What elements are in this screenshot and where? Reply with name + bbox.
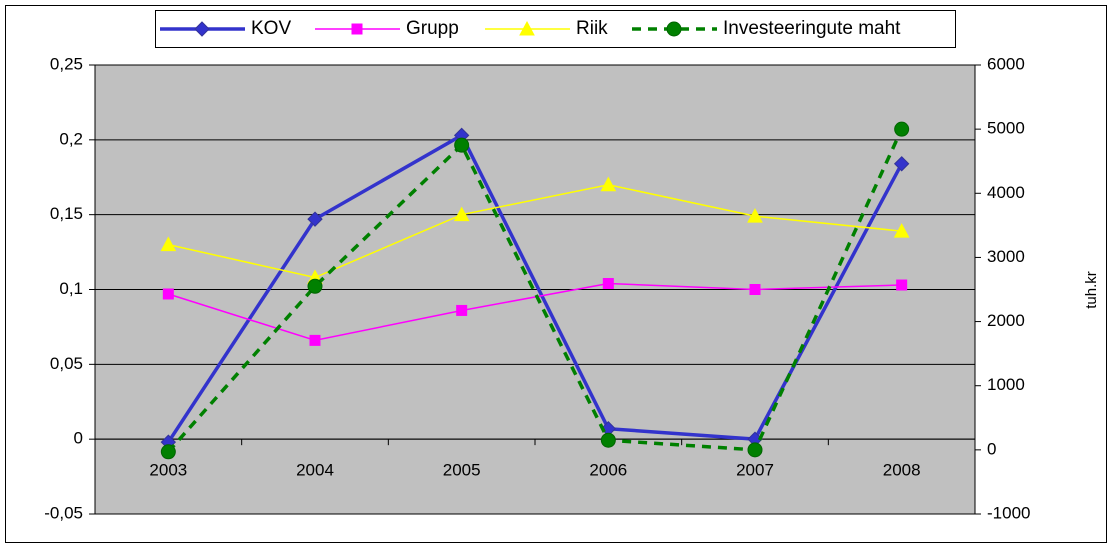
y-tick-label: 0,2 (59, 129, 83, 148)
data-point (307, 278, 323, 294)
y2-tick-label: 2000 (987, 311, 1025, 330)
y2-tick-label: 0 (987, 439, 996, 458)
y2-tick-label: 1000 (987, 375, 1025, 394)
x-tick-label: 2003 (149, 461, 187, 480)
y2-tick-label: 4000 (987, 183, 1025, 202)
y-tick-label: 0,05 (50, 354, 83, 373)
y-tick-label: -0,05 (44, 503, 83, 522)
legend-label: Grupp (406, 18, 459, 39)
data-point (309, 334, 321, 346)
data-point (896, 279, 908, 291)
legend-marker (666, 21, 682, 37)
y2-tick-label: -1000 (987, 503, 1030, 522)
series-line (168, 183, 902, 279)
legend-label: Investeeringute maht (723, 18, 901, 39)
data-point (893, 156, 910, 172)
data-point (162, 288, 174, 300)
legend-marker (351, 23, 363, 35)
data-point (600, 432, 616, 448)
x-tick-label: 2006 (589, 461, 627, 480)
y2-tick-label: 6000 (987, 54, 1025, 73)
legend-marker (194, 21, 210, 37)
y2-axis-title: tuh.kr (1083, 271, 1100, 309)
series-line (168, 282, 902, 342)
data-point (893, 223, 910, 238)
data-point (453, 206, 470, 222)
y-tick-label: 0,25 (50, 54, 83, 73)
data-point (454, 137, 470, 153)
y-tick-label: 0,15 (50, 204, 83, 223)
legend-marker (519, 20, 535, 36)
data-point (747, 208, 763, 223)
data-point (747, 442, 763, 458)
data-point (456, 304, 468, 316)
data-point (600, 176, 617, 192)
series-line (167, 128, 904, 453)
x-tick-label: 2005 (443, 461, 481, 480)
y-tick-label: 0,1 (59, 279, 83, 298)
x-tick-label: 2008 (883, 461, 921, 480)
y2-tick-label: 5000 (987, 119, 1025, 138)
data-point (307, 211, 323, 227)
x-tick-label: 2004 (296, 461, 334, 480)
y-tick-label: 0 (74, 429, 83, 448)
data-point (602, 278, 614, 290)
data-point (894, 121, 910, 137)
data-point (160, 444, 176, 460)
y2-tick-label: 3000 (987, 247, 1025, 266)
legend-label: Riik (576, 18, 608, 39)
x-tick-label: 2007 (736, 461, 774, 480)
data-point (749, 284, 761, 295)
data-point (160, 236, 177, 252)
legend-label: KOV (251, 18, 291, 39)
